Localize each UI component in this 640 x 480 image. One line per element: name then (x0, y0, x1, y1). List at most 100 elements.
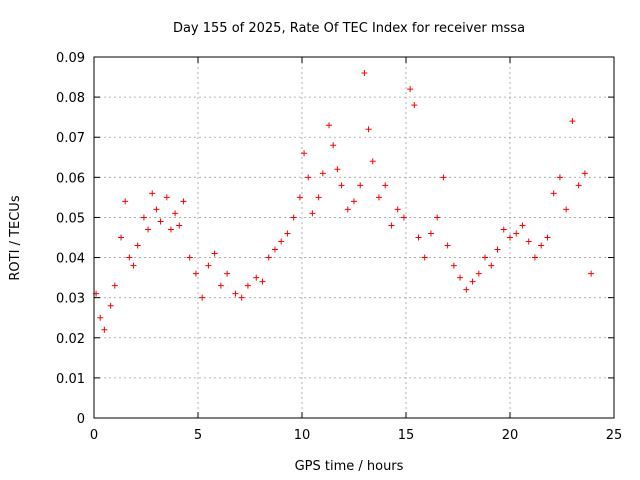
data-point (463, 286, 470, 293)
data-point (531, 254, 538, 261)
data-point (375, 194, 382, 201)
data-point (163, 194, 170, 201)
data-point (157, 218, 164, 225)
data-point (457, 274, 464, 281)
data-points (93, 70, 595, 333)
data-point (469, 278, 476, 285)
data-point (444, 242, 451, 249)
data-point (450, 262, 457, 269)
data-point (427, 230, 434, 237)
chart-title: Day 155 of 2025, Rate Of TEC Index for r… (173, 21, 525, 36)
data-point (369, 158, 376, 165)
data-point (101, 326, 108, 333)
data-point (118, 234, 125, 241)
data-point (357, 182, 364, 189)
data-point (284, 230, 291, 237)
data-point (232, 290, 239, 297)
y-tick-label: 0.04 (56, 252, 85, 267)
data-point (538, 242, 545, 249)
data-point (326, 122, 333, 129)
y-tick-label: 0.01 (56, 372, 85, 387)
data-point (149, 190, 156, 197)
data-point (330, 142, 337, 149)
x-tick-label: 10 (294, 428, 311, 443)
data-point (199, 294, 206, 301)
data-point (581, 170, 588, 177)
data-point (556, 174, 563, 181)
data-point (513, 230, 520, 237)
data-point (338, 182, 345, 189)
data-point (145, 226, 152, 233)
y-tick-label: 0.05 (56, 211, 85, 226)
grid-lines (94, 57, 614, 418)
data-point (107, 302, 114, 309)
data-point (407, 86, 414, 93)
data-point (186, 254, 193, 261)
data-point (415, 234, 422, 241)
data-point (365, 126, 372, 133)
y-tick-label: 0 (77, 412, 85, 427)
data-point (482, 254, 489, 261)
data-point (475, 270, 482, 277)
data-point (569, 118, 576, 125)
data-point (205, 262, 212, 269)
data-point (440, 174, 447, 181)
data-point (140, 214, 147, 221)
y-tick-label: 0.09 (56, 51, 85, 66)
data-point (271, 246, 278, 253)
data-point (525, 238, 532, 245)
data-point (224, 270, 231, 277)
axis-ticks (93, 56, 615, 419)
data-point (134, 242, 141, 249)
data-point (351, 198, 357, 205)
data-point (494, 246, 501, 253)
data-point (97, 314, 104, 321)
x-tick-label: 25 (606, 428, 623, 443)
data-point (265, 254, 272, 261)
data-point (500, 226, 507, 233)
data-point (130, 262, 137, 269)
data-point (488, 262, 495, 269)
data-point (296, 194, 303, 201)
data-point (411, 102, 418, 109)
y-axis-title: ROTI / TECUs (8, 195, 23, 280)
data-point (563, 206, 570, 213)
data-point (217, 282, 224, 289)
data-point (172, 210, 179, 217)
data-point (394, 206, 401, 213)
x-tick-labels: 0 5 10 15 20 25 (90, 428, 622, 443)
data-point (519, 222, 526, 229)
data-point (421, 254, 428, 261)
data-point (544, 234, 551, 241)
y-tick-label: 0.06 (56, 171, 85, 186)
data-point (253, 274, 260, 281)
data-point (344, 206, 351, 213)
data-point (192, 270, 199, 277)
data-point (244, 282, 251, 289)
data-point (211, 250, 218, 257)
data-point (315, 194, 322, 201)
x-tick-label: 5 (194, 428, 202, 443)
data-point (575, 182, 582, 189)
data-point (290, 214, 297, 221)
data-point (507, 234, 513, 241)
data-point (550, 190, 557, 197)
data-point (361, 70, 368, 77)
x-tick-label: 0 (90, 428, 98, 443)
y-tick-label: 0.08 (56, 91, 85, 106)
data-point (400, 214, 407, 221)
data-point (319, 170, 326, 177)
data-point (434, 214, 441, 221)
data-point (334, 166, 341, 173)
x-tick-label: 15 (398, 428, 415, 443)
y-tick-label: 0.03 (56, 292, 85, 307)
data-point (278, 238, 285, 245)
y-tick-label: 0.07 (56, 131, 85, 146)
plot-frame (93, 56, 615, 419)
data-point (388, 222, 395, 229)
data-point (309, 210, 316, 217)
y-tick-labels: 0 0.01 0.02 0.03 0.04 0.05 0.06 0.07 0.08 0.09 (56, 51, 85, 427)
data-point (167, 226, 174, 233)
data-point (259, 278, 266, 285)
